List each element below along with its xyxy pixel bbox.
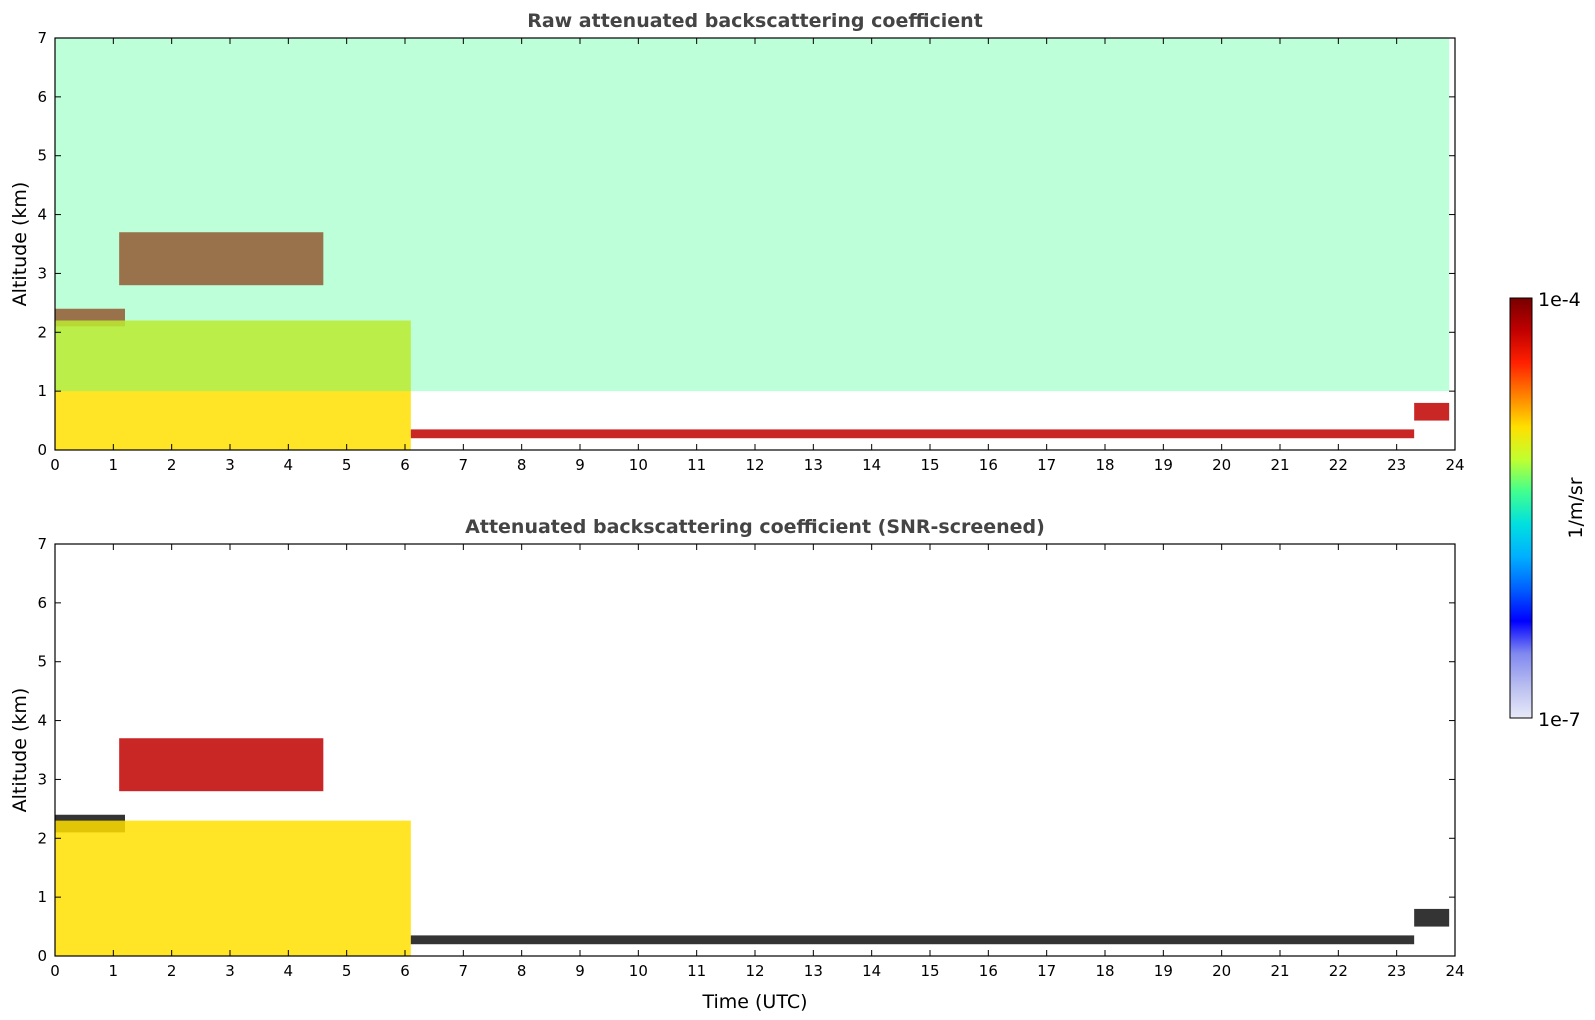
x-tick-label: 19 xyxy=(1154,456,1173,474)
x-tick-label: 22 xyxy=(1329,962,1348,980)
colorbar-min-label: 1e-7 xyxy=(1538,709,1581,731)
x-tick-label: 10 xyxy=(629,456,648,474)
y-tick-label: 2 xyxy=(37,829,47,847)
x-tick-label: 12 xyxy=(745,456,764,474)
x-tick-label: 10 xyxy=(629,962,648,980)
feature-aerosol-boundary-layer-2 xyxy=(55,820,411,956)
feature-aerosol-boundary-layer-2 xyxy=(55,320,411,450)
x-tick-label: 22 xyxy=(1329,456,1348,474)
x-tick-label: 13 xyxy=(804,456,823,474)
x-tick-label: 8 xyxy=(517,456,527,474)
x-tick-label: 18 xyxy=(1095,456,1114,474)
feature-cloud-layer-1 xyxy=(119,232,324,286)
x-tick-label: 17 xyxy=(1037,456,1056,474)
x-tick-label: 14 xyxy=(862,962,881,980)
bottom-panel-x-axis-label: Time (UTC) xyxy=(701,991,807,1013)
y-tick-label: 3 xyxy=(37,770,47,788)
top-panel-x-ticks: 0 1 2 3 4 5 6 7 8 9 10 11 12 13 14 15 16 17 18 19 20 21 22 23 24 xyxy=(50,38,1465,474)
feature-noise-5 xyxy=(55,38,1450,392)
x-tick-label: 6 xyxy=(400,962,410,980)
x-tick-label: 5 xyxy=(342,962,352,980)
y-tick-label: 5 xyxy=(37,147,47,165)
y-tick-label: 0 xyxy=(37,441,47,459)
x-tick-label: 7 xyxy=(459,962,469,980)
colorbar-gradient xyxy=(1509,297,1533,719)
bottom-panel-y-axis-label: Altitude (km) xyxy=(9,688,31,813)
x-tick-label: 9 xyxy=(575,962,585,980)
y-tick-label: 1 xyxy=(37,888,47,906)
y-tick-label: 3 xyxy=(37,264,47,282)
x-tick-label: 18 xyxy=(1095,962,1114,980)
feature-low-cloud-layer-4 xyxy=(1414,402,1450,421)
colorbar: 1e-4 1e-7 1/m/sr xyxy=(1509,289,1587,731)
x-tick-label: 23 xyxy=(1387,456,1406,474)
y-tick-label: 1 xyxy=(37,382,47,400)
y-tick-label: 6 xyxy=(37,594,47,612)
x-tick-label: 11 xyxy=(687,456,706,474)
bottom-panel-y-ticks: 0 1 2 3 4 5 6 7 xyxy=(37,535,1455,965)
colorbar-max-label: 1e-4 xyxy=(1538,289,1581,311)
top-panel-y-axis-label: Altitude (km) xyxy=(9,182,31,307)
y-tick-label: 4 xyxy=(37,206,47,224)
bottom-panel-x-ticks: 0 1 2 3 4 5 6 7 8 9 10 11 12 13 14 15 16 17 18 19 20 21 22 23 24 xyxy=(50,544,1465,980)
feature-low-cloud-layer-4 xyxy=(1414,908,1450,927)
y-tick-label: 4 xyxy=(37,712,47,730)
x-tick-label: 9 xyxy=(575,456,585,474)
y-tick-label: 7 xyxy=(37,29,47,47)
x-tick-label: 1 xyxy=(109,456,119,474)
x-tick-label: 20 xyxy=(1212,456,1231,474)
top-panel-plot-area xyxy=(55,38,1450,450)
top-panel: Raw attenuated backscattering coefficien… xyxy=(9,10,1465,474)
x-tick-label: 6 xyxy=(400,456,410,474)
x-tick-label: 24 xyxy=(1445,456,1464,474)
y-tick-label: 0 xyxy=(37,947,47,965)
y-tick-label: 6 xyxy=(37,88,47,106)
x-tick-label: 19 xyxy=(1154,962,1173,980)
x-tick-label: 23 xyxy=(1387,962,1406,980)
x-tick-label: 21 xyxy=(1270,962,1289,980)
x-tick-label: 16 xyxy=(979,962,998,980)
x-tick-label: 1 xyxy=(109,962,119,980)
x-tick-label: 4 xyxy=(284,962,294,980)
x-tick-label: 2 xyxy=(167,456,177,474)
bottom-panel-title: Attenuated backscattering coefficient (S… xyxy=(465,516,1045,538)
x-tick-label: 8 xyxy=(517,962,527,980)
y-tick-label: 2 xyxy=(37,323,47,341)
x-tick-label: 12 xyxy=(745,962,764,980)
x-tick-label: 16 xyxy=(979,456,998,474)
x-tick-label: 5 xyxy=(342,456,352,474)
feature-low-cloud-layer-3 xyxy=(410,429,1415,439)
feature-cloud-layer-1 xyxy=(119,738,324,792)
y-tick-label: 5 xyxy=(37,653,47,671)
x-tick-label: 21 xyxy=(1270,456,1289,474)
x-tick-label: 15 xyxy=(920,962,939,980)
y-tick-label: 7 xyxy=(37,535,47,553)
x-tick-label: 13 xyxy=(804,962,823,980)
x-tick-label: 4 xyxy=(284,456,294,474)
colorbar-unit-label: 1/m/sr xyxy=(1565,477,1587,538)
x-tick-label: 7 xyxy=(459,456,469,474)
bottom-panel: Attenuated backscattering coefficient (S… xyxy=(9,516,1465,1013)
x-tick-label: 11 xyxy=(687,962,706,980)
x-tick-label: 14 xyxy=(862,456,881,474)
feature-low-cloud-layer-3 xyxy=(410,935,1415,945)
x-tick-label: 0 xyxy=(50,962,60,980)
x-tick-label: 15 xyxy=(920,456,939,474)
x-tick-label: 3 xyxy=(225,456,235,474)
x-tick-label: 20 xyxy=(1212,962,1231,980)
x-tick-label: 17 xyxy=(1037,962,1056,980)
x-tick-label: 0 xyxy=(50,456,60,474)
top-panel-y-ticks: 0 1 2 3 4 5 6 7 xyxy=(37,29,1455,459)
top-panel-title: Raw attenuated backscattering coefficien… xyxy=(527,10,983,32)
bottom-panel-plot-area xyxy=(55,738,1450,956)
x-tick-label: 3 xyxy=(225,962,235,980)
x-tick-label: 2 xyxy=(167,962,177,980)
x-tick-label: 24 xyxy=(1445,962,1464,980)
